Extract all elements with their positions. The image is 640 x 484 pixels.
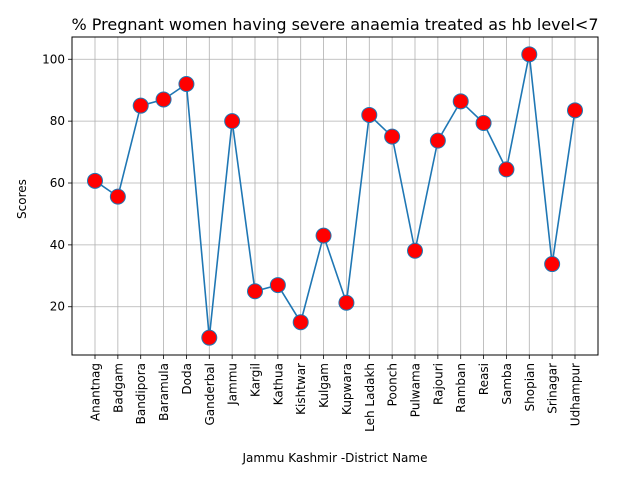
data-point <box>269 277 286 294</box>
x-tick-label: Leh Ladakh <box>363 363 377 432</box>
x-tick-label: Reasi <box>477 363 491 395</box>
y-tick-label: 20 <box>50 300 65 314</box>
data-point <box>429 132 446 149</box>
data-point <box>155 91 172 108</box>
x-tick-label: Doda <box>180 363 194 395</box>
x-tick-label: Ganderbal <box>203 363 217 426</box>
data-point <box>521 46 538 63</box>
grid <box>72 37 598 355</box>
series-line <box>94 54 576 338</box>
data-point <box>452 93 469 110</box>
data-point <box>178 76 195 93</box>
x-tick-label: Anantnag <box>89 363 103 421</box>
y-tick-label: 100 <box>42 52 65 66</box>
x-tick-label: Baramula <box>157 363 171 421</box>
x-tick-label: Ramban <box>454 363 468 413</box>
x-tick-label: Rajouri <box>431 363 445 405</box>
x-tick-label: Kulgam <box>317 363 331 408</box>
x-tick-label: Kupwara <box>340 363 354 415</box>
data-point <box>292 314 309 331</box>
x-tick-label: Samba <box>500 363 514 405</box>
data-point <box>567 102 583 119</box>
x-tick-label: Srinagar <box>546 363 560 414</box>
x-axis-label: Jammu Kashmir -District Name <box>242 451 428 465</box>
y-tick-label: 60 <box>50 176 65 190</box>
data-point <box>544 256 561 273</box>
x-tick-label: Badgam <box>111 363 125 413</box>
y-tick-label: 80 <box>50 114 65 128</box>
data-point <box>475 114 492 131</box>
y-axis: 20 40 60 80 100 <box>42 52 72 314</box>
x-tick-label: Jammu <box>226 363 240 406</box>
data-point <box>407 242 423 259</box>
x-tick-label: Kathua <box>271 363 285 405</box>
data-point <box>247 283 263 300</box>
x-tick-label: Pulwama <box>409 363 423 417</box>
data-point <box>109 188 126 205</box>
data-point <box>384 128 401 145</box>
data-point <box>315 227 332 244</box>
x-tick-label: Udhampur <box>569 363 583 426</box>
x-tick-label: Kargil <box>249 363 263 397</box>
data-point <box>498 161 515 178</box>
x-tick-label: Poonch <box>386 363 400 406</box>
plot-frame <box>71 36 599 356</box>
x-axis: Anantnag Badgam Bandipora Baramula Doda Gande… <box>89 355 583 432</box>
y-axis-label: Scores <box>15 179 29 219</box>
x-tick-label: Kishtwar <box>294 363 308 415</box>
series-scores <box>87 46 583 346</box>
x-tick-label: Bandipora <box>134 363 148 424</box>
y-tick-label: 40 <box>50 238 65 252</box>
data-point <box>338 294 355 311</box>
data-point <box>361 106 378 123</box>
data-point <box>224 113 241 130</box>
x-tick-label: Shopian <box>523 363 537 411</box>
data-point <box>201 329 218 346</box>
data-point <box>87 172 103 189</box>
data-point <box>132 97 149 114</box>
chart-title: % Pregnant women having severe anaemia t… <box>71 15 598 34</box>
